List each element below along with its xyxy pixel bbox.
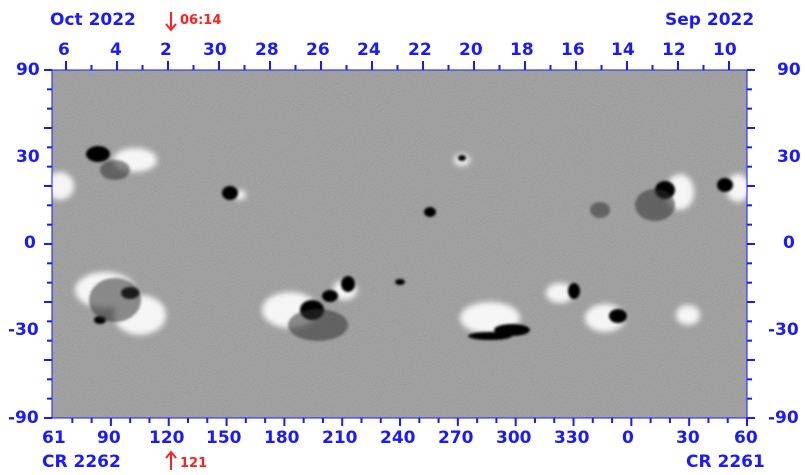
longitude-marker-label: 121 [180, 456, 208, 471]
day-tick-label: 4 [110, 40, 122, 60]
longitude-tick-label: 210 [322, 428, 358, 448]
longitude-tick-label: 330 [554, 428, 590, 448]
month-label-left: Oct 2022 [50, 10, 136, 30]
time-marker-label: 06:14 [180, 13, 222, 28]
carrington-rotation-right: CR 2261 [686, 452, 765, 472]
day-tick-label: 28 [255, 40, 279, 60]
day-tick-label: 26 [306, 40, 330, 60]
longitude-tick-label: 30 [676, 428, 700, 448]
magnetic-features [52, 146, 747, 341]
latitude-label-left: -90 [8, 408, 39, 428]
day-tick-label: 12 [662, 40, 686, 60]
latitude-label-left: 30 [16, 147, 40, 167]
carrington-rotation-left: CR 2262 [42, 452, 121, 472]
longitude-tick-label: 240 [380, 428, 416, 448]
longitude-tick-label: 0 [622, 428, 634, 448]
latitude-label-right: 90 [777, 60, 801, 80]
longitude-marker-arrow [165, 450, 177, 470]
latitude-label-right: 30 [777, 147, 801, 167]
day-tick-label: 6 [58, 40, 70, 60]
longitude-tick-label: 60 [734, 428, 758, 448]
longitude-tick-label: 90 [97, 428, 121, 448]
latitude-label-left: -30 [8, 320, 39, 340]
day-tick-label: 22 [408, 40, 432, 60]
day-tick-label: 14 [611, 40, 635, 60]
longitude-tick-label: 270 [438, 428, 474, 448]
map-noise-texture [52, 70, 747, 418]
longitude-tick-label: 300 [496, 428, 532, 448]
longitude-tick-label: 61 [42, 428, 66, 448]
longitude-tick-label: 120 [149, 428, 185, 448]
day-tick-label: 16 [561, 40, 585, 60]
day-tick-label: 10 [713, 40, 737, 60]
day-tick-label: 18 [510, 40, 534, 60]
latitude-label-left: 90 [16, 60, 40, 80]
day-tick-label: 2 [160, 40, 172, 60]
latitude-label-right: 0 [783, 233, 795, 253]
longitude-tick-label: 150 [206, 428, 242, 448]
axis-ticks [44, 61, 755, 426]
day-tick-label: 20 [459, 40, 483, 60]
time-marker-arrow [165, 12, 177, 32]
day-tick-label: 30 [203, 40, 227, 60]
latitude-label-right: -90 [768, 408, 799, 428]
day-tick-label: 24 [357, 40, 381, 60]
longitude-tick-label: 180 [264, 428, 300, 448]
latitude-label-right: -30 [768, 320, 799, 340]
latitude-label-left: 0 [24, 233, 36, 253]
month-label-right: Sep 2022 [665, 10, 755, 30]
